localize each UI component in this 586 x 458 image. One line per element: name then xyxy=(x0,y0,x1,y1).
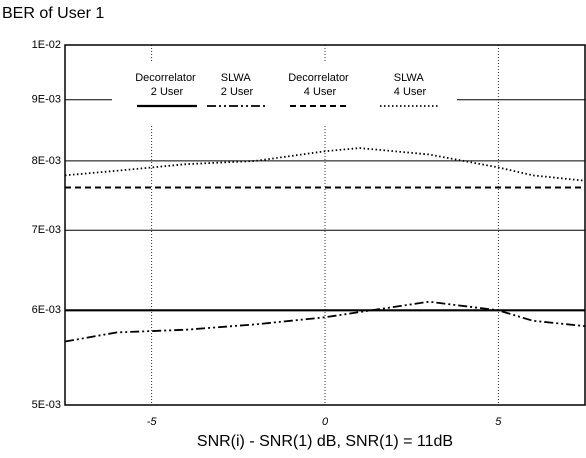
legend-label: Decorrelator 2 User xyxy=(135,72,199,98)
y-tick-label: 6E-03 xyxy=(32,304,61,316)
series-line xyxy=(64,147,586,182)
legend-label: SLWA 4 User xyxy=(394,72,427,98)
y-tick-label: 5E-03 xyxy=(32,399,61,411)
y-tick-label: 9E-03 xyxy=(32,94,61,106)
x-tick-label: 5 xyxy=(495,416,502,428)
chart-title: BER of User 1 xyxy=(2,5,104,22)
y-tick-label: 7E-03 xyxy=(32,224,61,236)
legend-label: SLWA 2 User xyxy=(221,72,254,98)
x-axis-label: SNR(i) - SNR(1) dB, SNR(1) = 11dB xyxy=(197,433,453,450)
legend-label: Decorrelator 4 User xyxy=(288,72,352,98)
x-tick-label: 0 xyxy=(322,416,329,428)
legend-box xyxy=(112,62,457,124)
y-tick-label: 1E-02 xyxy=(32,39,61,51)
y-tick-label: 8E-03 xyxy=(32,155,61,167)
x-tick-label: -5 xyxy=(147,416,158,428)
